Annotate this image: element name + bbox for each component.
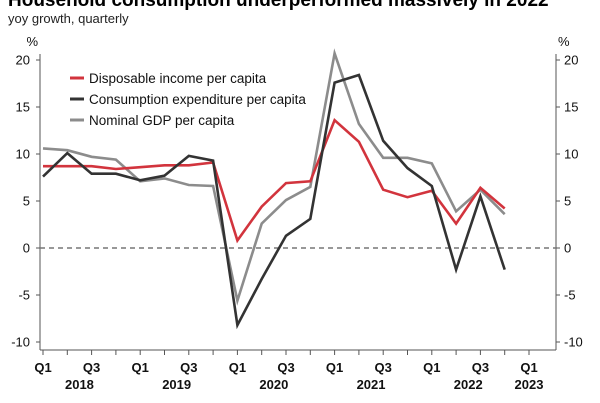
x-quarter-label: Q1	[423, 360, 440, 375]
x-year-label: 2018	[65, 377, 94, 392]
y-tick-label-left: 15	[16, 100, 30, 115]
y-tick-label-right: 15	[564, 100, 578, 115]
x-year-label: 2021	[357, 377, 386, 392]
x-year-label: 2020	[259, 377, 288, 392]
x-quarter-label: Q3	[277, 360, 294, 375]
legend-label: Disposable income per capita	[89, 71, 267, 86]
chart-subtitle: yoy growth, quarterly	[8, 11, 129, 26]
chart-title: Household consumption underperformed mas…	[8, 0, 549, 11]
y-tick-label-left: 5	[23, 194, 30, 209]
y-tick-label-right: -5	[564, 288, 576, 303]
x-quarter-label: Q3	[375, 360, 392, 375]
legend-label: Nominal GDP per capita	[89, 113, 235, 128]
x-quarter-label: Q1	[520, 360, 537, 375]
x-quarter-label: Q1	[132, 360, 149, 375]
legend: Disposable income per capita Consumption …	[70, 71, 306, 128]
y-tick-label-right: -10	[564, 335, 583, 350]
series-line-2	[42, 73, 506, 330]
series-line-1	[43, 117, 506, 244]
legend-label: Consumption expenditure per capita	[89, 92, 306, 107]
y-tick-label-left: 0	[23, 241, 30, 256]
y-unit-right: %	[558, 34, 570, 49]
y-unit-left: %	[26, 34, 38, 49]
y-tick-label-left: 20	[16, 53, 30, 68]
x-year-label: 2023	[515, 377, 544, 392]
series-line-3	[42, 48, 506, 306]
x-quarter-label: Q3	[472, 360, 489, 375]
y-tick-label-left: -5	[18, 288, 30, 303]
y-tick-label-right: 0	[564, 241, 571, 256]
y-tick-label-right: 20	[564, 53, 578, 68]
x-year-label: 2022	[454, 377, 483, 392]
x-quarter-label: Q3	[180, 360, 197, 375]
y-tick-label-left: -10	[11, 335, 30, 350]
x-quarter-label: Q3	[83, 360, 100, 375]
x-quarter-label: Q1	[34, 360, 51, 375]
y-tick-label-right: 10	[564, 147, 578, 162]
series-lines	[42, 48, 506, 330]
x-quarter-label: Q1	[229, 360, 246, 375]
y-tick-label-right: 5	[564, 194, 571, 209]
x-quarter-label: Q1	[326, 360, 343, 375]
y-tick-label-left: 10	[16, 147, 30, 162]
x-year-label: 2019	[162, 377, 191, 392]
